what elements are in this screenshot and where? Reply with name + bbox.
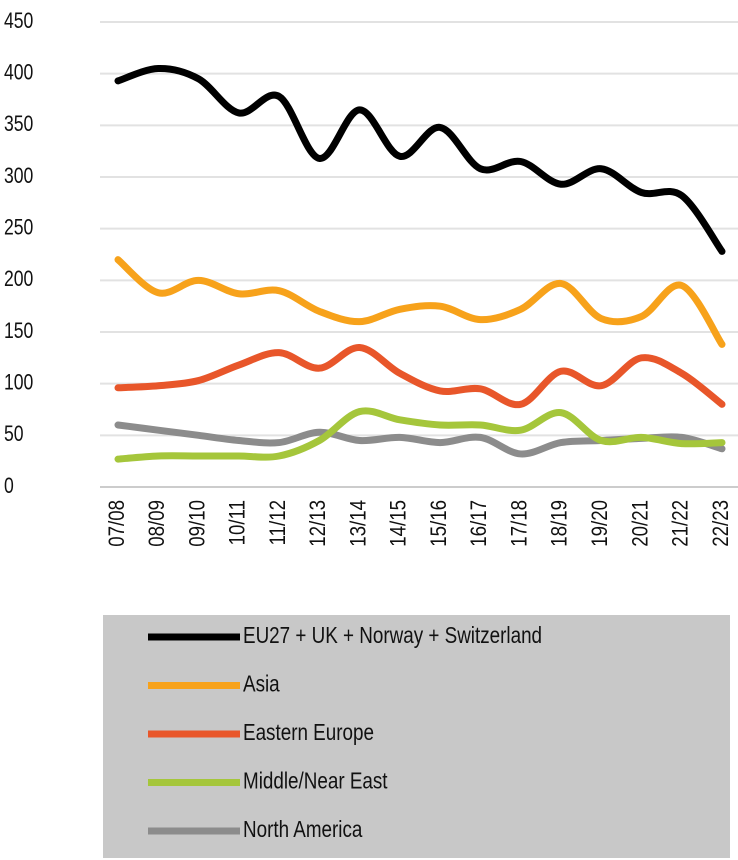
x-tick-label: 16/17 — [468, 500, 492, 547]
x-tick-label: 17/18 — [508, 500, 532, 547]
x-tick-label: 13/14 — [347, 500, 371, 547]
x-tick-label: 20/21 — [629, 500, 653, 547]
series-line — [114, 407, 726, 463]
legend-label: Asia — [243, 672, 280, 697]
x-tick-label: 21/22 — [669, 500, 693, 547]
x-tick-label: 18/19 — [548, 500, 572, 547]
grid — [100, 21, 738, 437]
y-tick-label: 50 — [4, 422, 24, 446]
x-tick-label: 11/12 — [267, 500, 291, 545]
legend-label: Middle/Near East — [243, 769, 388, 794]
series-line — [114, 256, 726, 348]
series-line — [114, 344, 726, 409]
y-tick-label: 400 — [4, 61, 33, 85]
x-tick-label: 19/20 — [589, 500, 613, 547]
legend-label: EU27 + UK + Norway + Switzerland — [243, 623, 542, 648]
legend: EU27 + UK + Norway + Switzerland Asia East… — [148, 623, 542, 843]
series-line — [114, 64, 726, 255]
y-tick-label: 250 — [4, 216, 33, 240]
y-tick-label: 150 — [4, 319, 33, 343]
y-tick-label: 100 — [4, 371, 33, 395]
x-tick-label: 10/11 — [226, 500, 250, 545]
y-tick-label: 200 — [4, 267, 33, 291]
x-tick-label: 15/16 — [428, 500, 452, 547]
legend-label: North America — [243, 817, 363, 842]
y-tick-label: 0 — [4, 474, 14, 498]
x-tick-label: 07/08 — [105, 500, 129, 547]
x-tick-label: 12/13 — [307, 500, 331, 547]
x-tick-label: 09/10 — [186, 500, 210, 547]
x-tick-label: 22/23 — [709, 500, 733, 547]
y-tick-label: 450 — [4, 9, 33, 33]
x-tick-label: 08/09 — [146, 500, 170, 547]
x-tick-label: 14/15 — [387, 500, 411, 547]
legend-label: Eastern Europe — [243, 720, 374, 745]
y-tick-label: 350 — [4, 112, 33, 136]
y-tick-label: 300 — [4, 164, 33, 188]
